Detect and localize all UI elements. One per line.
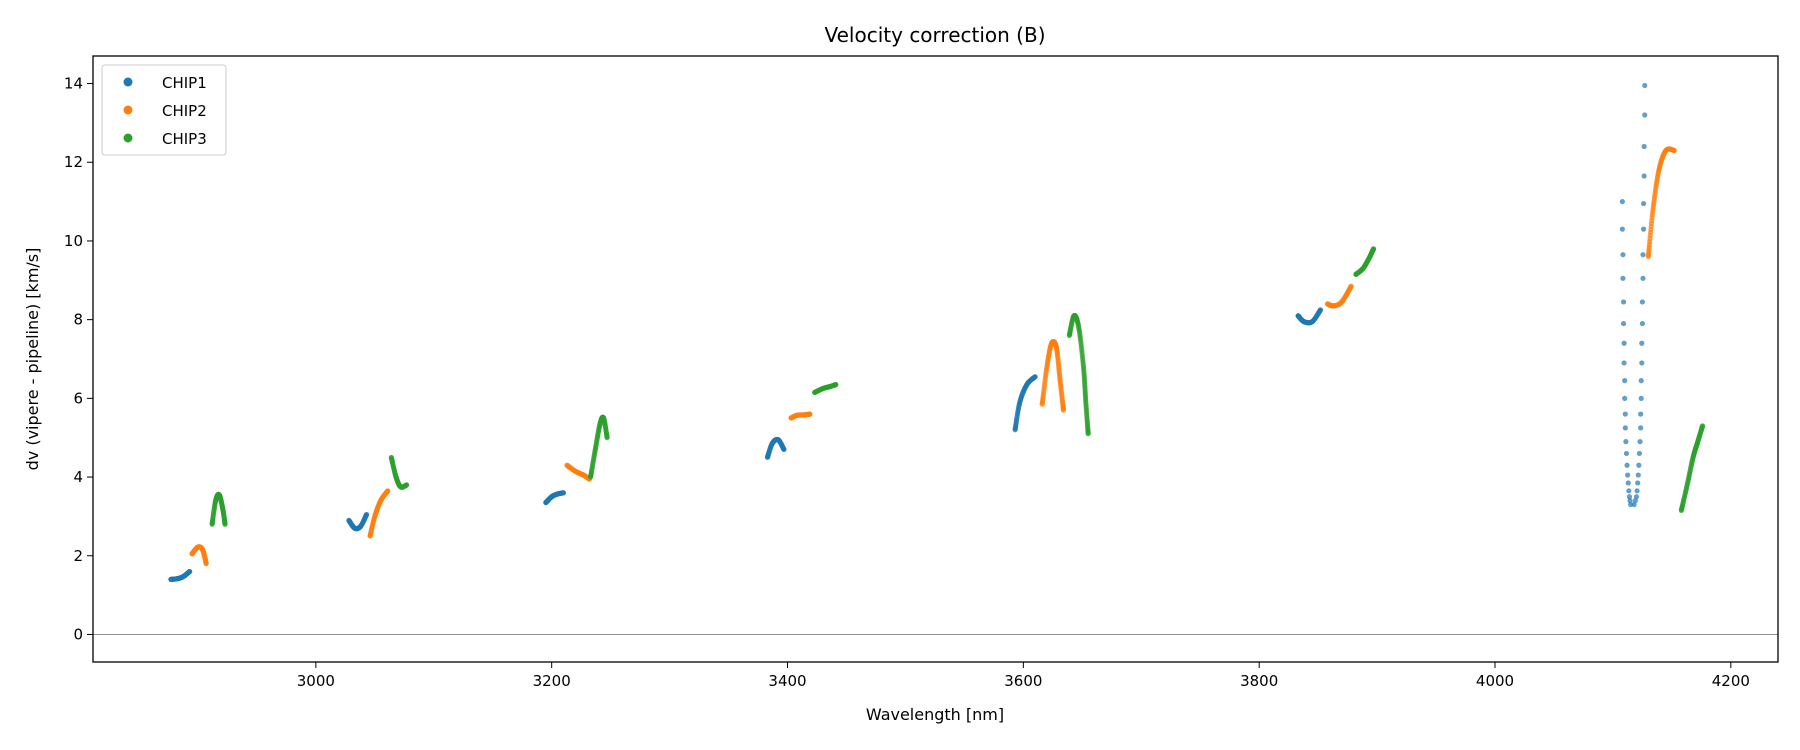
data-points <box>168 82 1706 582</box>
data-point-chip1 <box>1626 494 1633 500</box>
data-point-chip1 <box>1640 200 1647 207</box>
legend-marker-chip3 <box>123 133 133 143</box>
data-point-chip1 <box>781 446 787 453</box>
data-point-chip2 <box>1348 283 1354 289</box>
legend: CHIP1 CHIP2 CHIP3 <box>101 64 227 156</box>
data-point-chip1 <box>1621 340 1627 346</box>
data-point-chip1 <box>1631 501 1637 508</box>
data-point-chip1 <box>187 568 193 575</box>
data-point-chip1 <box>1623 450 1630 457</box>
data-point-chip1 <box>1642 112 1648 118</box>
data-point-chip1 <box>1626 488 1632 494</box>
data-point-chip3 <box>1085 431 1091 437</box>
data-point-chip1 <box>1619 226 1625 232</box>
x-tick-label: 3000 <box>297 672 335 690</box>
legend-frame <box>101 64 227 156</box>
data-point-chip1 <box>1622 425 1628 431</box>
x-axis-label: Wavelength [nm] <box>866 705 1004 724</box>
y-tick-label: 10 <box>64 232 83 250</box>
data-point-chip1 <box>560 490 567 496</box>
data-point-chip1 <box>1624 462 1630 468</box>
data-point-chip2 <box>203 561 209 567</box>
data-point-chip1 <box>1637 439 1643 445</box>
data-point-chip1 <box>1638 395 1644 401</box>
data-point-chip1 <box>1032 374 1038 380</box>
data-point-chip1 <box>1642 82 1648 89</box>
x-tick-label: 4200 <box>1712 672 1750 690</box>
data-point-chip1 <box>1627 498 1633 504</box>
data-point-chip1 <box>1625 472 1631 478</box>
data-point-chip1 <box>1620 252 1626 258</box>
y-tick-label: 14 <box>64 75 83 93</box>
data-point-chip1 <box>1638 411 1644 417</box>
x-tick-label: 3200 <box>533 672 571 690</box>
legend-marker-chip2 <box>123 105 133 115</box>
data-point-chip3 <box>833 381 839 388</box>
data-point-chip1 <box>1635 472 1641 478</box>
data-point-chip2 <box>1671 147 1677 154</box>
data-point-chip2 <box>385 488 391 494</box>
data-point-chip1 <box>1621 360 1627 366</box>
x-tick-label: 3400 <box>768 672 806 690</box>
y-tick-label: 4 <box>73 468 83 486</box>
data-point-chip1 <box>363 511 370 518</box>
data-point-chip1 <box>1623 439 1629 445</box>
data-point-chip1 <box>1632 498 1638 504</box>
data-point-chip1 <box>1620 299 1627 305</box>
data-point-chip1 <box>1620 320 1627 327</box>
data-point-chip1 <box>1639 360 1645 366</box>
y-tick-label: 2 <box>73 547 83 565</box>
data-point-chip1 <box>1619 198 1625 205</box>
data-point-chip1 <box>1640 275 1646 281</box>
data-point-chip1 <box>1622 395 1628 401</box>
data-point-chip1 <box>1641 173 1647 179</box>
data-point-chip1 <box>1622 378 1628 384</box>
data-point-chip1 <box>1625 480 1631 486</box>
data-point-chip1 <box>1639 299 1645 305</box>
data-point-chip1 <box>1640 252 1646 258</box>
legend-label-chip3: CHIP3 <box>162 130 207 148</box>
data-point-chip1 <box>1636 450 1643 457</box>
data-point-chip2 <box>807 411 813 417</box>
legend-label-chip1: CHIP1 <box>162 74 207 92</box>
data-point-chip1 <box>1317 307 1324 313</box>
y-tick-label: 6 <box>73 389 83 407</box>
data-point-chip3 <box>1699 423 1706 429</box>
data-point-chip1 <box>1633 494 1640 500</box>
data-point-chip1 <box>1638 425 1644 431</box>
x-tick-label: 3600 <box>1004 672 1042 690</box>
data-point-chip1 <box>1636 462 1642 468</box>
data-point-chip3 <box>404 482 410 488</box>
data-point-chip3 <box>1370 246 1377 252</box>
data-point-chip1 <box>1635 480 1641 486</box>
y-tick-label: 12 <box>64 153 83 171</box>
data-point-chip1 <box>1641 143 1647 150</box>
legend-label-chip2: CHIP2 <box>162 102 207 120</box>
data-point-chip3 <box>604 435 610 441</box>
plot-frame <box>92 55 1779 663</box>
x-tick-label: 4000 <box>1476 672 1514 690</box>
data-point-chip2 <box>1060 407 1067 413</box>
y-tick-label: 8 <box>73 311 83 329</box>
data-point-chip1 <box>1639 340 1645 346</box>
data-point-chip1 <box>1620 275 1626 281</box>
y-axis-label: dv (vipere - pipeline) [km/s] <box>23 248 42 471</box>
axis-ticks: 3000 3200 3400 3600 3800 4000 4200 0 2 4 6 8 10 12 14 <box>64 75 1750 690</box>
legend-marker-chip1 <box>123 77 133 87</box>
data-point-chip3 <box>222 521 228 527</box>
data-point-chip1 <box>1638 378 1644 384</box>
chart-title: Velocity correction (B) <box>825 23 1046 47</box>
y-tick-label: 0 <box>73 625 83 643</box>
data-point-chip1 <box>1634 488 1640 494</box>
data-point-chip1 <box>1639 320 1645 327</box>
data-point-chip1 <box>1622 411 1628 417</box>
data-point-chip1 <box>1640 226 1647 232</box>
x-tick-label: 3800 <box>1240 672 1278 690</box>
